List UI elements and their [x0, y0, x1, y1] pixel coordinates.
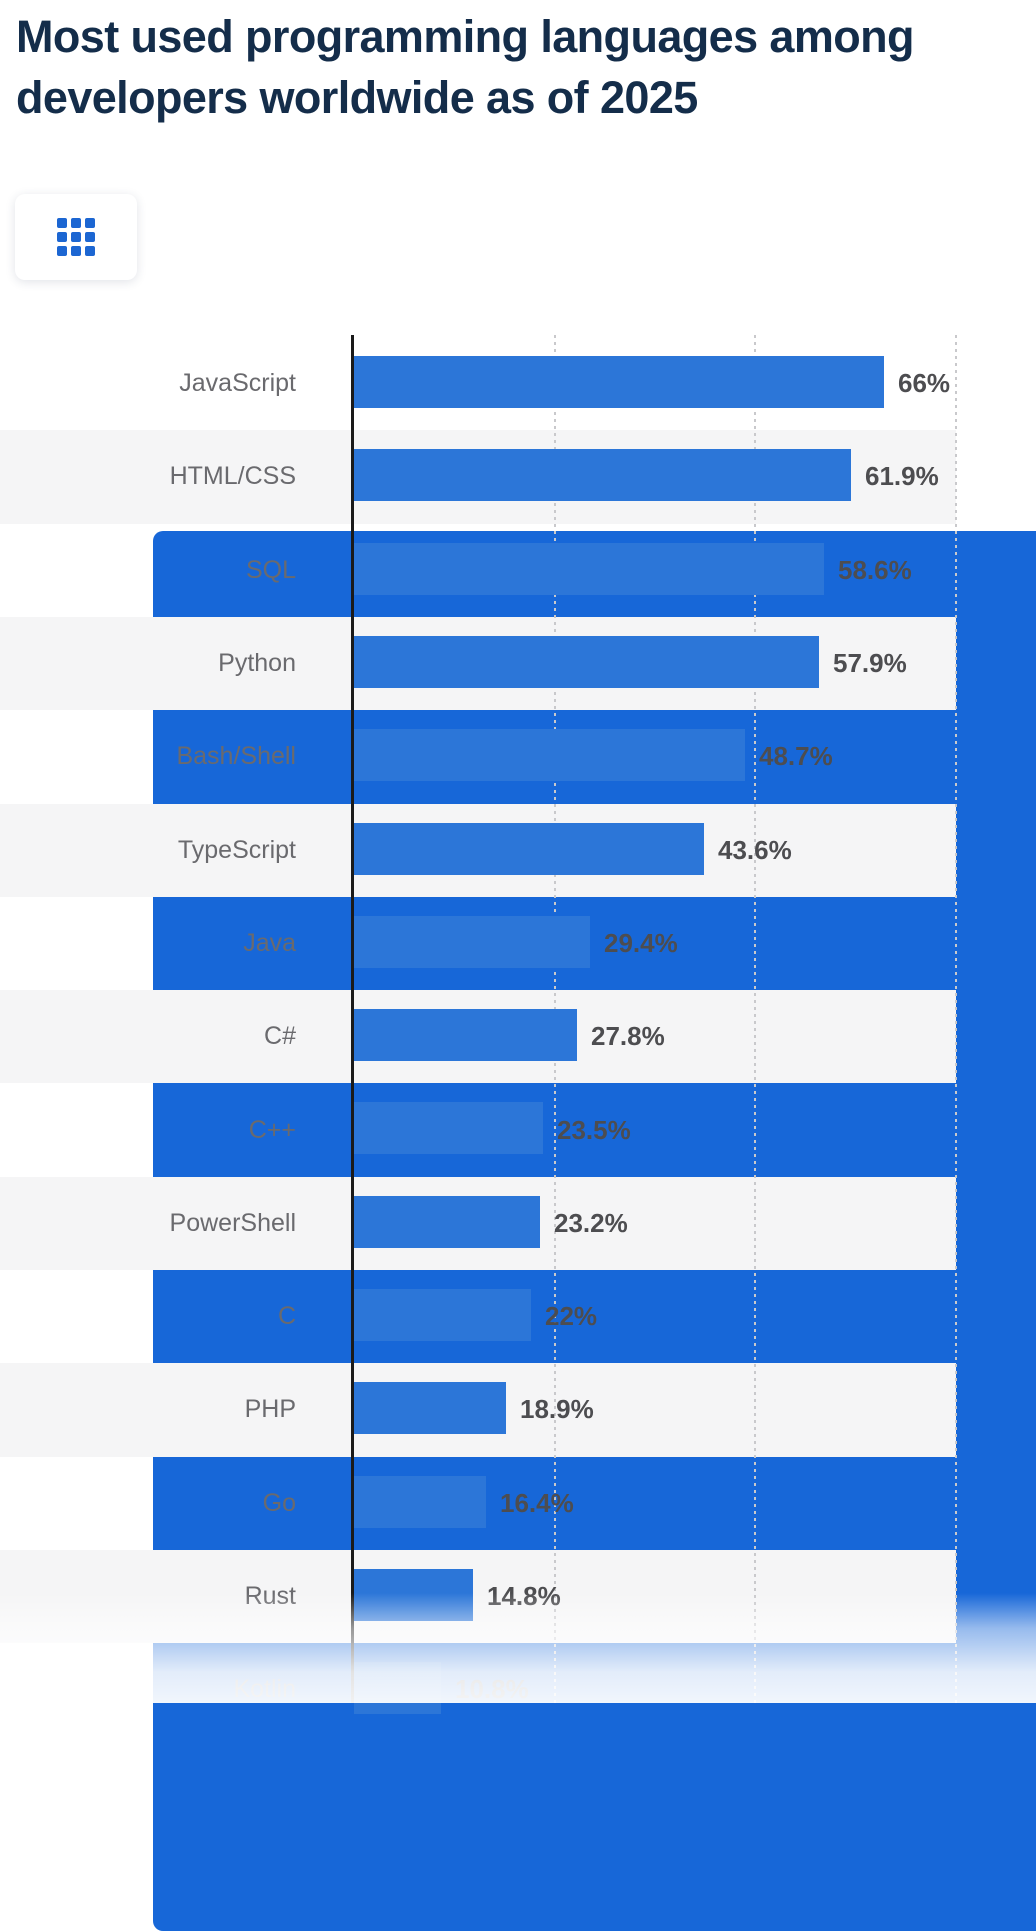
chart-row: Rust 14.8% — [0, 1549, 1036, 1644]
value-label: 23.2% — [554, 1207, 628, 1238]
category-label: Kotlin — [233, 1675, 296, 1704]
bar[interactable] — [354, 635, 819, 688]
gridline-75pct — [955, 335, 957, 1703]
chart-row: C++ 23.5% — [0, 1083, 1036, 1176]
value-label: 43.6% — [718, 834, 792, 865]
bar[interactable] — [354, 1195, 540, 1248]
category-label: Bash/Shell — [176, 742, 296, 771]
bar[interactable] — [354, 1382, 506, 1435]
bar[interactable] — [354, 822, 704, 875]
bar[interactable] — [354, 1568, 473, 1621]
chart-row: PHP 18.9% — [0, 1363, 1036, 1457]
chart-row: PowerShell 23.2% — [0, 1176, 1036, 1270]
page-title: Most used programming languages among de… — [16, 11, 915, 123]
bar[interactable] — [354, 542, 824, 595]
y-axis — [351, 335, 354, 1703]
chart-row: JavaScript 66% — [0, 337, 1036, 430]
chart-row: C# 27.8% — [0, 990, 1036, 1084]
bar[interactable] — [354, 356, 884, 408]
value-label: 29.4% — [604, 927, 678, 958]
value-label: 14.8% — [487, 1581, 561, 1612]
category-label: Rust — [244, 1582, 296, 1611]
bar[interactable] — [354, 915, 590, 968]
value-label: 57.9% — [833, 648, 907, 679]
value-label: 23.5% — [557, 1114, 631, 1145]
bar-chart: JavaScript 66% HTML/CSS 61.9% SQL 58.6% … — [0, 335, 1036, 1737]
value-label: 10.8% — [455, 1674, 529, 1705]
bar[interactable] — [354, 729, 745, 782]
bar[interactable] — [354, 1289, 531, 1341]
value-label: 66% — [898, 368, 951, 399]
table-view-button[interactable] — [15, 194, 137, 280]
bar[interactable] — [354, 1009, 577, 1062]
value-label: 48.7% — [759, 741, 833, 772]
category-label: TypeScript — [177, 835, 296, 864]
bar[interactable] — [354, 1475, 486, 1528]
value-label: 18.9% — [520, 1394, 594, 1425]
value-label: 61.9% — [865, 461, 939, 492]
chart-row: Kotlin 10.8% — [0, 1643, 1036, 1736]
gridline-50pct — [754, 335, 757, 1703]
category-label: JavaScript — [179, 369, 296, 398]
category-label: C — [277, 1302, 296, 1331]
category-label: PowerShell — [169, 1208, 296, 1237]
value-label: 16.4% — [500, 1487, 574, 1518]
category-label: PHP — [244, 1395, 296, 1424]
bar[interactable] — [354, 1662, 441, 1715]
category-label: Java — [243, 928, 296, 957]
chart-row: Java 29.4% — [0, 897, 1036, 990]
category-label: C++ — [248, 1115, 296, 1144]
value-label: 22% — [545, 1301, 598, 1332]
chart-row: TypeScript 43.6% — [0, 803, 1036, 897]
chart-row: SQL 58.6% — [0, 524, 1036, 617]
category-label: SQL — [245, 555, 296, 584]
bar[interactable] — [354, 449, 851, 502]
chart-row: Python 57.9% — [0, 616, 1036, 711]
chart-row: Bash/Shell 48.7% — [0, 710, 1036, 803]
chart-row: Go 16.4% — [0, 1457, 1036, 1550]
category-label: Python — [218, 649, 296, 678]
grid-icon — [57, 218, 95, 256]
category-label: HTML/CSS — [169, 462, 296, 491]
value-label: 58.6% — [838, 554, 912, 585]
chart-row: HTML/CSS 61.9% — [0, 430, 1036, 524]
category-label: C# — [264, 1022, 296, 1051]
bar[interactable] — [354, 1102, 543, 1155]
category-label: Go — [262, 1488, 296, 1517]
value-label: 27.8% — [591, 1021, 665, 1052]
chart-row: C 22% — [0, 1270, 1036, 1363]
